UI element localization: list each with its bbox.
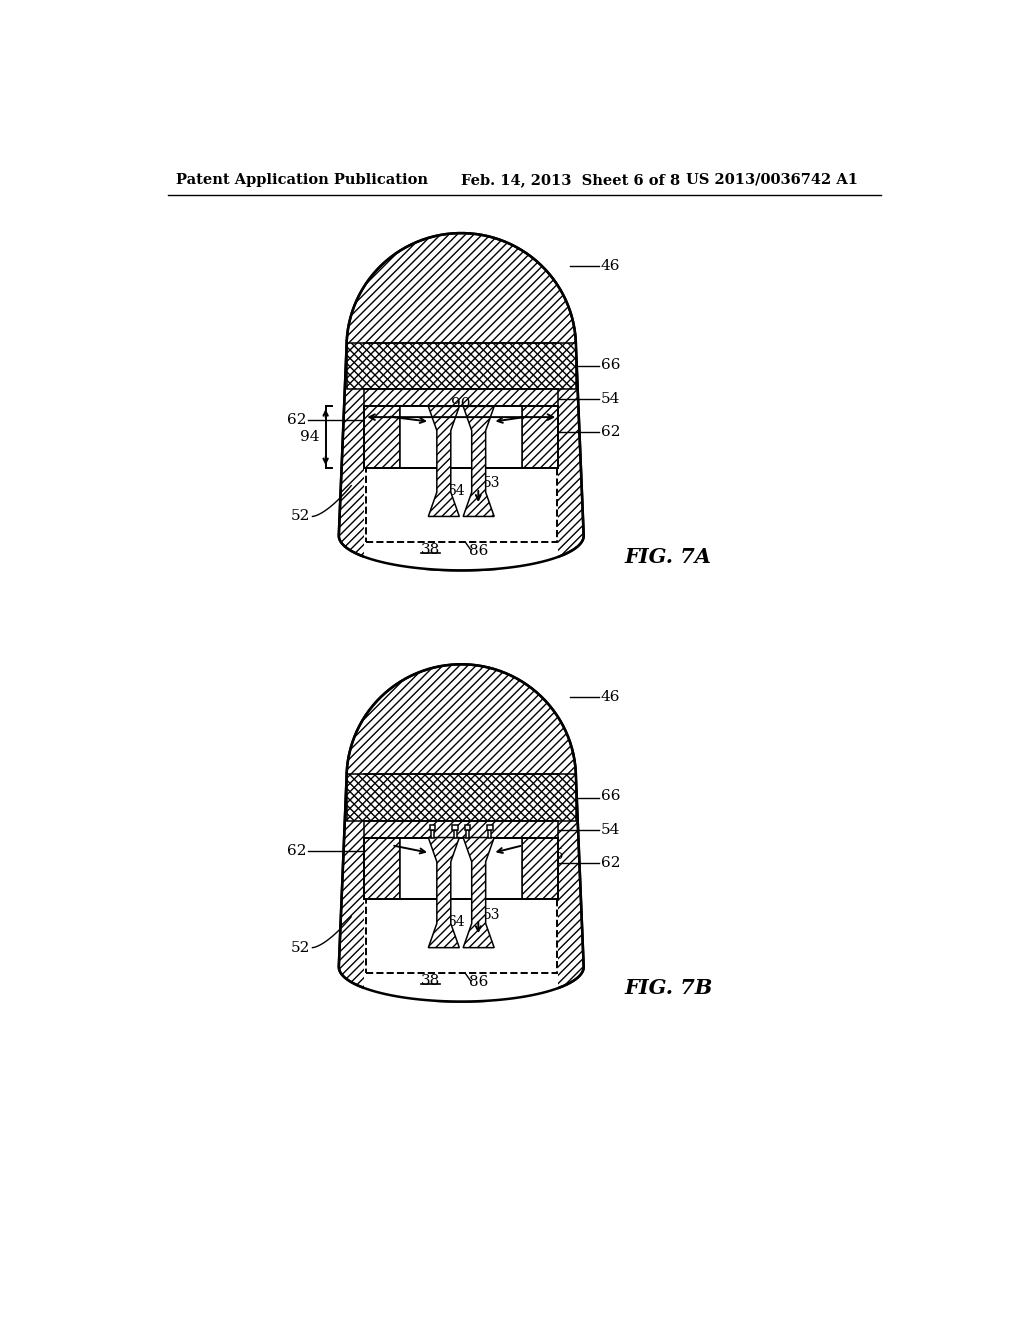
Text: 54: 54 <box>601 392 621 405</box>
Text: 90: 90 <box>452 397 471 411</box>
Bar <box>365 343 558 570</box>
Text: 64: 64 <box>447 484 465 498</box>
Text: 66: 66 <box>601 789 621 803</box>
Text: 56: 56 <box>453 850 470 865</box>
Text: US 2013/0036742 A1: US 2013/0036742 A1 <box>686 173 858 187</box>
Text: 46: 46 <box>601 690 621 705</box>
Text: 62: 62 <box>287 845 306 858</box>
Polygon shape <box>346 775 575 821</box>
Text: FIG. 7A: FIG. 7A <box>624 548 711 568</box>
Bar <box>365 775 558 1002</box>
Text: 95: 95 <box>547 849 564 862</box>
Polygon shape <box>463 838 495 948</box>
Text: 62: 62 <box>601 425 621 438</box>
Text: 62: 62 <box>287 413 306 428</box>
Polygon shape <box>339 664 584 1002</box>
Text: 53: 53 <box>483 908 501 921</box>
Text: 92: 92 <box>373 837 390 850</box>
Text: 86: 86 <box>469 975 488 989</box>
Text: 86: 86 <box>469 544 488 558</box>
Text: 92: 92 <box>531 407 549 421</box>
Bar <box>366 469 557 543</box>
Text: 38: 38 <box>421 543 440 557</box>
Text: 52: 52 <box>291 941 310 954</box>
Text: 66: 66 <box>601 358 621 372</box>
Bar <box>454 830 457 838</box>
Text: Patent Application Publication: Patent Application Publication <box>176 173 428 187</box>
Text: 92: 92 <box>369 407 386 421</box>
Polygon shape <box>428 838 460 948</box>
Bar <box>453 825 458 830</box>
Bar <box>431 830 434 838</box>
Bar <box>365 389 558 407</box>
Bar <box>465 825 470 830</box>
Bar <box>365 821 558 838</box>
Bar <box>522 838 558 899</box>
Text: 96: 96 <box>407 855 424 870</box>
Text: 38: 38 <box>421 974 440 987</box>
Polygon shape <box>463 407 495 516</box>
Text: 95: 95 <box>423 430 440 444</box>
Polygon shape <box>339 234 584 570</box>
Text: 46: 46 <box>601 259 621 273</box>
Text: 54: 54 <box>601 822 621 837</box>
Polygon shape <box>346 343 575 389</box>
Text: 94: 94 <box>300 430 319 444</box>
Text: Feb. 14, 2013  Sheet 6 of 8: Feb. 14, 2013 Sheet 6 of 8 <box>461 173 680 187</box>
Text: FIG. 7B: FIG. 7B <box>624 978 713 998</box>
Bar <box>400 407 522 469</box>
Bar <box>365 407 400 469</box>
Bar <box>487 825 493 830</box>
Text: 62: 62 <box>601 855 621 870</box>
Bar <box>430 825 435 830</box>
Text: 56: 56 <box>453 420 470 433</box>
Bar <box>488 830 492 838</box>
Bar <box>365 838 400 899</box>
Bar <box>366 899 557 973</box>
Text: 96: 96 <box>482 855 500 870</box>
Text: 92: 92 <box>524 837 543 850</box>
Text: 53: 53 <box>483 477 501 490</box>
Polygon shape <box>428 407 460 516</box>
Text: 64: 64 <box>447 915 465 929</box>
Bar <box>522 407 558 469</box>
Bar <box>400 838 522 899</box>
Text: 52: 52 <box>291 510 310 524</box>
Bar <box>466 830 469 838</box>
